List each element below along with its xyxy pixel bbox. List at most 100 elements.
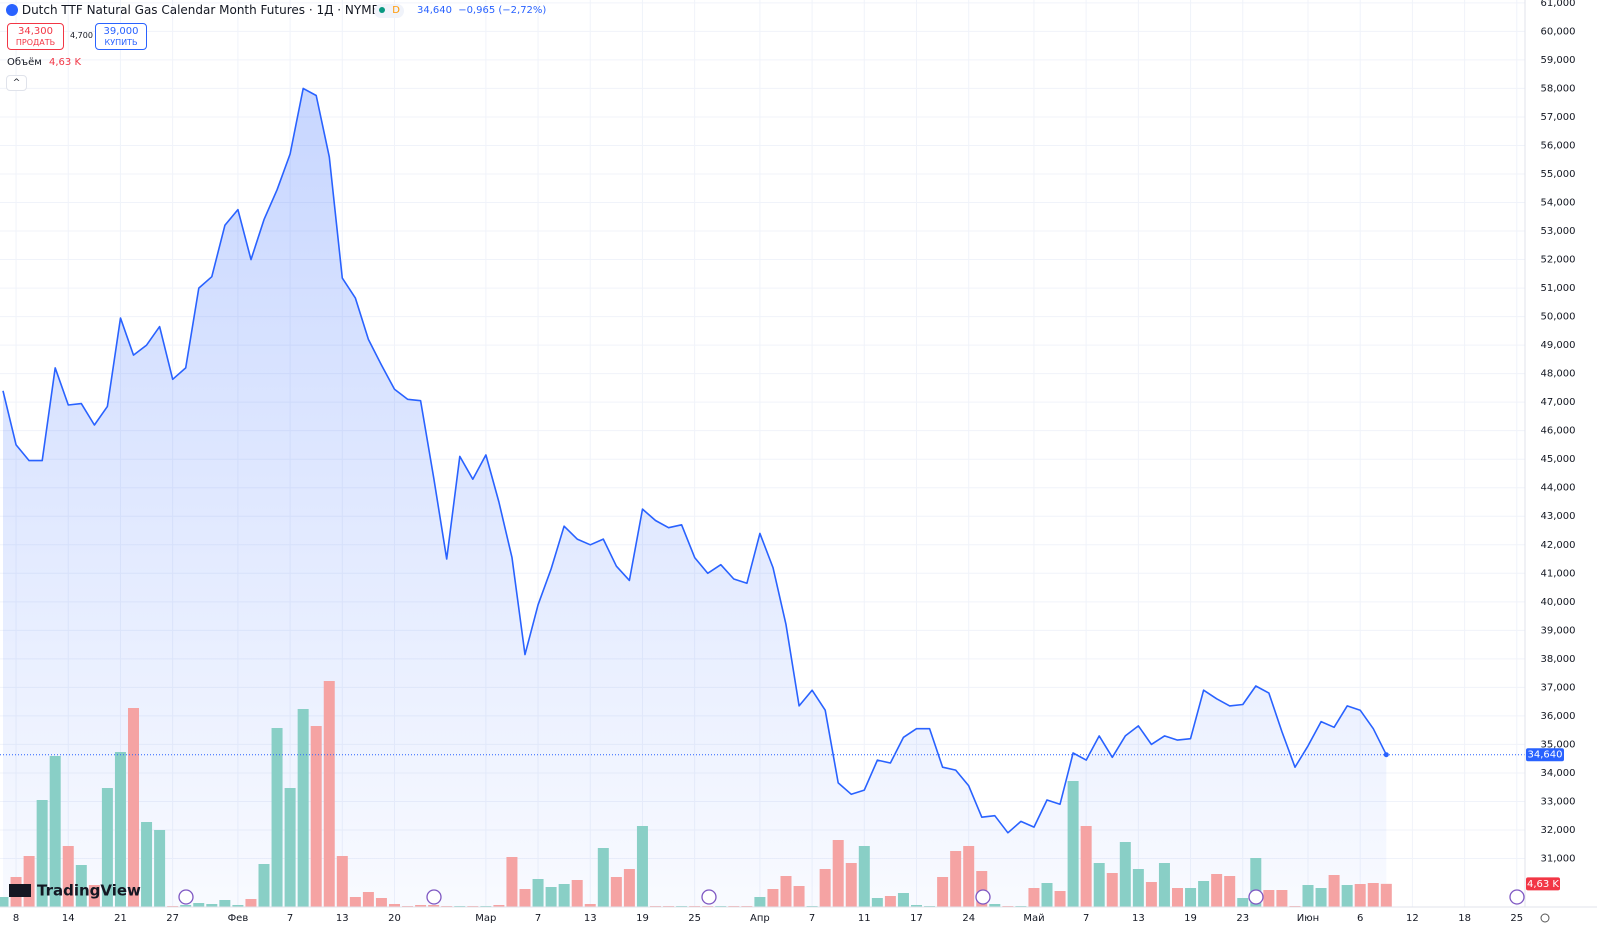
volume-bar [989, 904, 1001, 907]
volume-bar [519, 889, 531, 907]
spread: 4,700 [70, 31, 93, 40]
volume-bar [1093, 863, 1105, 907]
volume-bar [1132, 869, 1144, 907]
x-tick-label: 12 [1406, 913, 1419, 924]
price-change: −0,965 (−2,72%) [458, 5, 547, 16]
volume-bar [1198, 881, 1210, 907]
volume-bar [1158, 863, 1170, 907]
volume-tag-label: 4,63 K [1527, 879, 1559, 890]
y-tick-label: 60,000 [1541, 26, 1576, 37]
volume-bar [1263, 890, 1275, 907]
y-tick-label: 35,000 [1541, 739, 1576, 750]
volume-bar [950, 851, 962, 907]
x-tick-label: Мар [475, 913, 496, 924]
x-tick-label: 24 [962, 913, 975, 924]
volume-bar [793, 886, 805, 907]
y-tick-label: 49,000 [1541, 340, 1576, 351]
volume-bar [963, 846, 975, 907]
volume-bar [1119, 842, 1131, 907]
volume-bar [362, 892, 374, 907]
buy-button[interactable]: 39,000 КУПИТЬ [95, 23, 147, 50]
y-tick-label: 50,000 [1541, 312, 1576, 323]
volume-bar [1067, 781, 1079, 907]
y-tick-label: 61,000 [1541, 0, 1576, 9]
x-tick-label: 13 [336, 913, 349, 924]
sell-label: ПРОДАТЬ [15, 38, 56, 47]
volume-bar [271, 728, 283, 907]
sell-button[interactable]: 34,300 ПРОДАТЬ [7, 23, 64, 50]
x-tick-label: Фев [228, 913, 249, 924]
status-badge[interactable]: D [374, 4, 404, 18]
volume-bar [1367, 883, 1379, 907]
y-tick-label: 56,000 [1541, 140, 1576, 151]
volume-bar [1302, 885, 1314, 907]
x-tick-label: 7 [287, 913, 293, 924]
volume-bar [219, 900, 231, 907]
volume-bar [1106, 873, 1118, 907]
y-tick-label: 34,000 [1541, 768, 1576, 779]
volume-bar [1237, 898, 1249, 907]
y-tick-label: 42,000 [1541, 540, 1576, 551]
volume-bar [245, 899, 257, 907]
volume-bar [1341, 885, 1353, 907]
volume-bar [1145, 882, 1157, 907]
volume-bar [206, 904, 218, 907]
volume-bar [897, 893, 909, 907]
volume-bar [1328, 875, 1340, 907]
last-price-tag [1526, 748, 1564, 762]
x-tick-label: 7 [535, 913, 541, 924]
x-tick-label: 13 [584, 913, 597, 924]
volume-bar [1185, 888, 1197, 907]
last-price: 34,640 [417, 5, 452, 16]
y-tick-label: 47,000 [1541, 397, 1576, 408]
volume-bar [1315, 888, 1327, 907]
volume-bar [767, 889, 779, 907]
volume-bar [1354, 884, 1366, 907]
collapse-button[interactable]: ^ [6, 75, 27, 91]
x-tick-label: 17 [910, 913, 923, 924]
x-tick-label: 7 [809, 913, 815, 924]
quote: 34,640 −0,965 (−2,72%) [417, 5, 546, 16]
volume-bar [780, 876, 792, 907]
volume-bar [1080, 826, 1092, 907]
x-tick-label: 21 [114, 913, 127, 924]
x-tick-label: 27 [166, 913, 179, 924]
volume-tag [1526, 877, 1560, 891]
logo: TradingView [9, 882, 141, 900]
y-tick-label: 44,000 [1541, 483, 1576, 494]
volume-bar [88, 885, 100, 907]
y-tick-label: 39,000 [1541, 625, 1576, 636]
event-icons[interactable] [178, 889, 1525, 905]
badge: D [392, 5, 400, 16]
y-tick-label: 38,000 [1541, 654, 1576, 665]
volume-bar [1028, 888, 1040, 907]
x-tick-label: Май [1023, 913, 1044, 924]
y-tick-label: 41,000 [1541, 568, 1576, 579]
volume-bar [884, 896, 896, 907]
volume-bar [193, 903, 205, 907]
volume-bar [571, 880, 583, 907]
x-tick-label: 23 [1236, 913, 1249, 924]
volume-bar [937, 877, 949, 907]
sell-price: 34,300 [18, 26, 53, 37]
volume-last: 4,63 K [49, 57, 82, 68]
symbol-title: Dutch TTF Natural Gas Calendar Month Fut… [21, 3, 388, 17]
y-tick-label: 54,000 [1541, 198, 1576, 209]
volume-bar [258, 864, 270, 907]
volume-bar [415, 905, 427, 907]
volume-bar [597, 848, 609, 907]
volume-bar [636, 826, 648, 907]
y-tick-label: 46,000 [1541, 426, 1576, 437]
y-tick-label: 58,000 [1541, 83, 1576, 94]
x-tick-label: 8 [13, 913, 19, 924]
volume-bar [323, 681, 335, 907]
x-tick-label: 19 [636, 913, 649, 924]
y-tick-label: 33,000 [1541, 796, 1576, 807]
volume-bar [141, 822, 153, 907]
x-tick-label: 6 [1357, 913, 1363, 924]
volume-bar [297, 709, 309, 907]
settings-icon[interactable] [1540, 913, 1550, 923]
area-fill [3, 88, 1387, 907]
volume-bar [610, 877, 622, 907]
y-tick-label: 48,000 [1541, 369, 1576, 380]
